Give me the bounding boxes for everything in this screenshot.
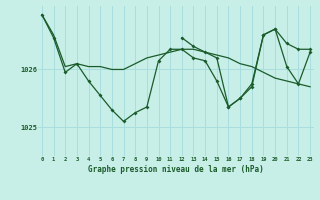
- X-axis label: Graphe pression niveau de la mer (hPa): Graphe pression niveau de la mer (hPa): [88, 165, 264, 174]
